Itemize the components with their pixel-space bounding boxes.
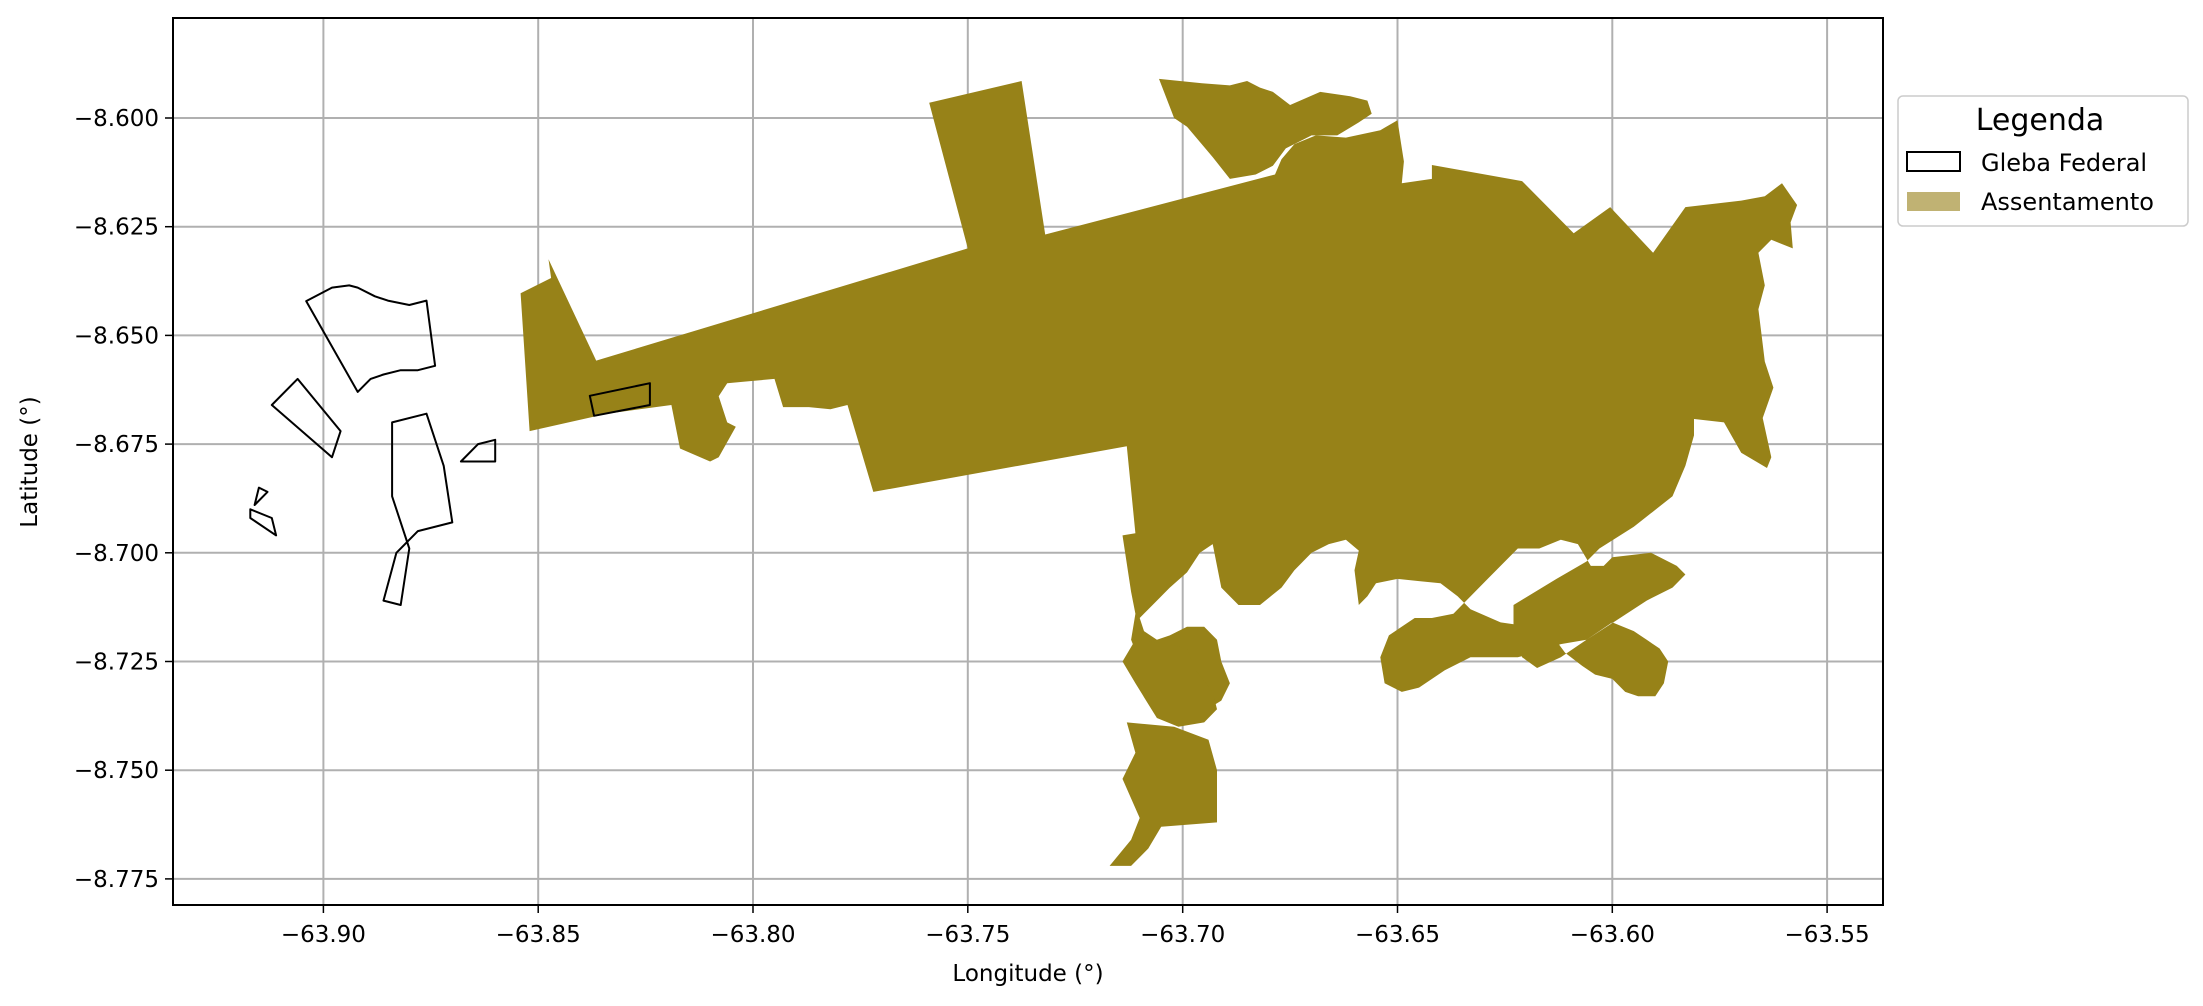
x-tick-label: −63.70 [1140, 922, 1225, 948]
assentamento-polygon-1[interactable] [1159, 78, 1372, 179]
assentamento-layer[interactable] [520, 78, 1798, 866]
x-axis-ticks: −63.90 −63.85 −63.80 −63.75 −63.70 −63.65 −63.… [281, 905, 1870, 948]
assentamento-polygon-2[interactable] [1122, 639, 1218, 727]
x-tick-label: −63.75 [925, 922, 1010, 948]
legend-swatch-assentamento [1907, 192, 1960, 211]
gleba-federal-polygon-6[interactable] [588, 382, 651, 417]
gleba-federal-polygon-3[interactable] [459, 438, 497, 463]
y-tick-label: −8.625 [74, 215, 159, 241]
x-axis-label: Longitude (°) [952, 961, 1103, 987]
x-tick-label: −63.90 [281, 922, 366, 948]
gleba-federal-layer[interactable] [249, 284, 651, 606]
y-tick-label: −8.600 [74, 106, 159, 132]
gleba-federal-polygon-4[interactable] [253, 486, 269, 506]
assentamento-polygon-3[interactable] [1109, 722, 1217, 866]
legend-label-gleba-federal: Gleba Federal [1981, 149, 2147, 177]
y-axis-label: Latitude (°) [17, 396, 43, 527]
y-tick-label: −8.725 [74, 650, 159, 676]
y-tick-label: −8.775 [74, 867, 159, 893]
gleba-federal-polygon-5[interactable] [249, 508, 278, 537]
y-axis-ticks: −8.600 −8.625 −8.650 −8.675 −8.700 −8.725 −8.7… [74, 106, 173, 893]
gleba-federal-polygon-2[interactable] [382, 412, 454, 606]
x-tick-label: −63.65 [1355, 922, 1440, 948]
x-tick-label: −63.60 [1570, 922, 1655, 948]
x-tick-label: −63.55 [1785, 922, 1870, 948]
y-tick-label: −8.675 [74, 432, 159, 458]
y-tick-label: −8.650 [74, 323, 159, 349]
gleba-federal-polygon-0[interactable] [305, 284, 437, 393]
gleba-federal-polygon-1[interactable] [270, 377, 342, 459]
y-tick-label: −8.700 [74, 541, 159, 567]
x-tick-label: −63.85 [496, 922, 581, 948]
plot-frame [172, 17, 1884, 906]
x-tick-label: −63.80 [710, 922, 795, 948]
legend-swatch-gleba-federal [1906, 151, 1961, 172]
legend-box [1897, 95, 2189, 227]
assentamento-polygon-0[interactable] [520, 81, 1798, 723]
legend: Legenda Gleba Federal Assentamento [1897, 95, 2189, 227]
legend-title: Legenda [1976, 103, 2105, 138]
y-tick-label: −8.750 [74, 758, 159, 784]
legend-label-assentamento: Assentamento [1981, 188, 2154, 216]
